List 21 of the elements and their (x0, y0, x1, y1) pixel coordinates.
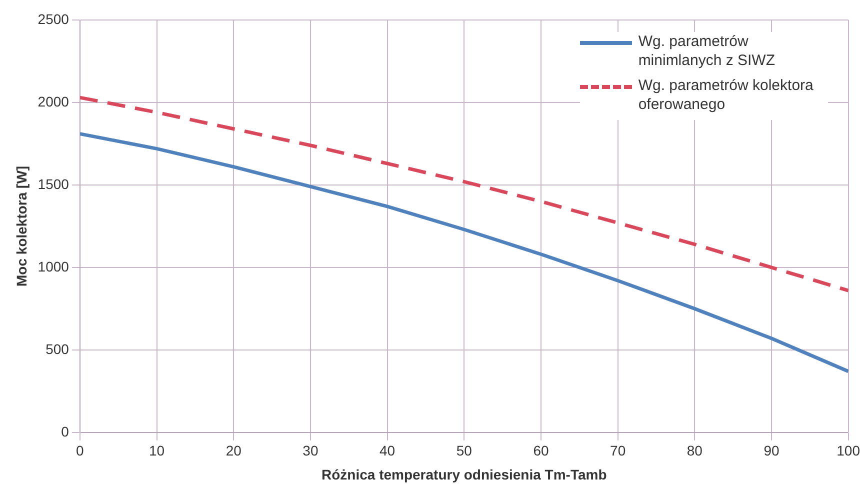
y-tick-label: 500 (46, 340, 70, 357)
y-axis-title: Moc kolektora [W] (13, 166, 30, 286)
x-tick-label: 60 (533, 442, 549, 459)
y-tick-label: 2500 (38, 10, 70, 27)
x-tick-label: 0 (76, 442, 84, 459)
y-tick-label: 0 (61, 423, 70, 440)
x-tick-label: 30 (302, 442, 318, 459)
x-tick-label: 40 (380, 442, 396, 459)
legend-label: Wg. parametrów minimlanych z SIWZ (638, 32, 776, 70)
legend-label: Wg. parametrów kolektora oferowanego (638, 76, 814, 114)
y-tick-label: 1500 (38, 176, 70, 192)
x-tick-label: 50 (456, 442, 472, 459)
x-tick-label: 70 (610, 442, 626, 459)
x-tick-label: 80 (686, 442, 703, 459)
x-tick-label: 90 (764, 442, 780, 459)
x-tick-label: 10 (148, 442, 165, 459)
y-tick-label: 2000 (38, 93, 70, 110)
x-tick-label: 100 (836, 442, 860, 459)
x-tick-label: 20 (226, 442, 242, 459)
x-axis-title: Różnica temperatury odniesienia Tm-Tamb (322, 466, 607, 482)
y-tick-label: 1000 (38, 258, 70, 274)
